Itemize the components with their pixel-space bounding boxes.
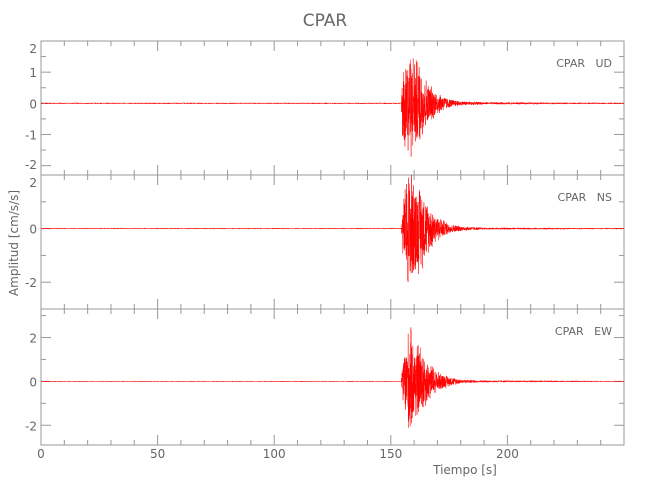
panel-frame	[40, 308, 625, 446]
panel-label: CPAR NS	[558, 191, 612, 204]
chart-title: CPAR	[303, 11, 348, 31]
panel-label: CPAR EW	[555, 325, 612, 338]
y-tick-label: -1	[25, 128, 37, 142]
y-tick-label: 2	[29, 176, 37, 190]
x-tick-label: 0	[37, 447, 45, 461]
y-axis-label: Amplitud [cm/s/s]	[7, 190, 21, 296]
y-tick-label: -2	[25, 158, 37, 172]
y-tick-label: -2	[25, 276, 37, 290]
y-tick-label: 1	[29, 66, 37, 80]
waveform-series	[40, 327, 624, 428]
x-tick-label: 200	[496, 447, 519, 461]
y-tick-label: 0	[29, 375, 37, 389]
panel-label: CPAR UD	[556, 57, 612, 70]
y-tick-label: 0	[29, 223, 37, 237]
y-tick-label: 0	[29, 97, 37, 111]
x-tick-label: 150	[379, 447, 402, 461]
y-tick-label: 2	[29, 42, 37, 56]
panel-frame	[40, 174, 625, 310]
y-tick-label: -2	[25, 419, 37, 433]
y-tick-label: 2	[29, 332, 37, 346]
x-tick-label: 100	[263, 447, 286, 461]
waveform-series	[40, 174, 625, 283]
waveform-series	[40, 58, 625, 157]
x-axis-label: Tiempo [s]	[432, 463, 497, 477]
panel-frame	[40, 40, 625, 176]
x-tick-label: 50	[150, 447, 165, 461]
